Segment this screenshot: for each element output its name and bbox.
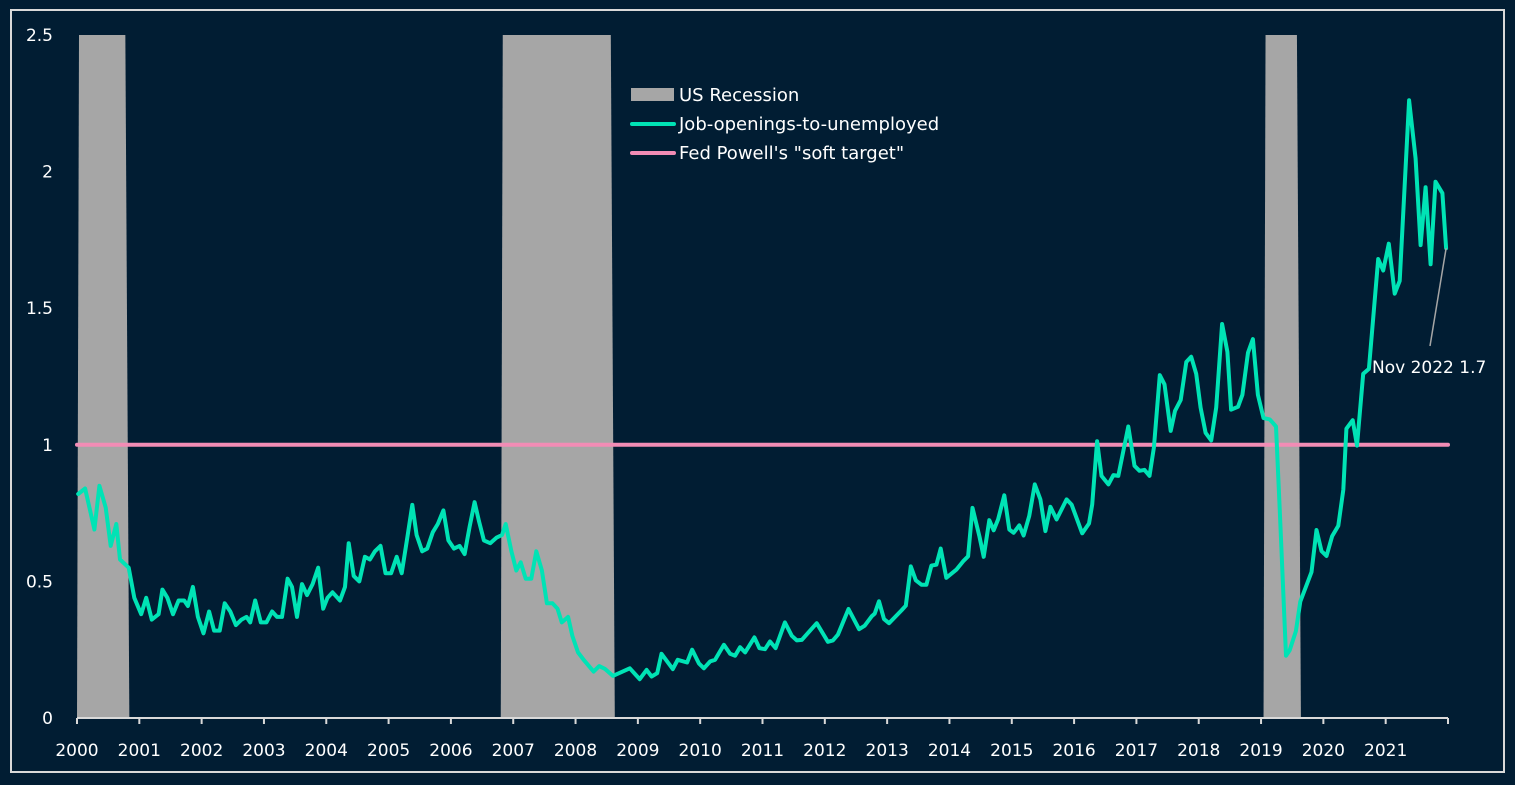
x-tick-label: 2006 — [429, 741, 472, 761]
x-tick-label: 2010 — [679, 741, 722, 761]
x-tick-label: 2013 — [866, 741, 909, 761]
annotation-leader-line — [1429, 247, 1447, 347]
legend-label-target: Fed Powell's "soft target" — [679, 143, 904, 164]
x-tick-label: 2003 — [242, 741, 285, 761]
y-tick-label: 0 — [42, 709, 53, 729]
x-tick-label: 2008 — [554, 741, 597, 761]
legend-label-recession: US Recession — [679, 85, 799, 106]
annotation-label: Nov 2022 1.7 — [1372, 358, 1486, 378]
x-tick-label: 2000 — [55, 741, 98, 761]
x-tick-label: 2020 — [1302, 741, 1345, 761]
series-layer — [76, 98, 1449, 682]
recession-areas — [77, 35, 1301, 718]
y-tick-label: 2 — [42, 163, 53, 183]
job-openings-line — [76, 98, 1449, 682]
x-tick-label: 2015 — [990, 741, 1033, 761]
recession-area-1 — [500, 35, 615, 718]
x-tick-label: 2014 — [928, 741, 971, 761]
y-tick-label: 1.5 — [26, 299, 53, 319]
x-tick-label: 2004 — [305, 741, 348, 761]
recession-area-0 — [77, 35, 130, 718]
recession-area-2 — [1263, 35, 1301, 718]
x-tick-label: 2005 — [367, 741, 410, 761]
x-tick-label: 2011 — [741, 741, 784, 761]
legend: US Recession Job-openings-to-unemployed … — [630, 85, 939, 164]
x-tick-label: 2018 — [1177, 741, 1220, 761]
y-tick-label: 0.5 — [26, 572, 53, 592]
annotation: Nov 2022 1.7 — [1372, 247, 1486, 378]
y-tick-label: 1 — [42, 436, 53, 456]
x-tick-label: 2017 — [1115, 741, 1158, 761]
legend-label-line: Job-openings-to-unemployed — [678, 114, 939, 135]
x-tick-label: 2002 — [180, 741, 223, 761]
x-tick-label: 2016 — [1052, 741, 1095, 761]
y-tick-label: 2.5 — [26, 26, 53, 46]
x-tick-label: 2009 — [616, 741, 659, 761]
x-tick-label: 2007 — [492, 741, 535, 761]
x-tick-label: 2019 — [1239, 741, 1282, 761]
axes: 2000 2001 2002 2003 2004 2005 2006 2007 2008 2009… — [26, 26, 1449, 761]
x-tick-label: 2021 — [1364, 741, 1407, 761]
legend-swatch-recession — [631, 88, 674, 101]
x-tick-label: 2001 — [118, 741, 161, 761]
chart-frame — [10, 9, 1505, 773]
x-tick-label: 2012 — [803, 741, 846, 761]
